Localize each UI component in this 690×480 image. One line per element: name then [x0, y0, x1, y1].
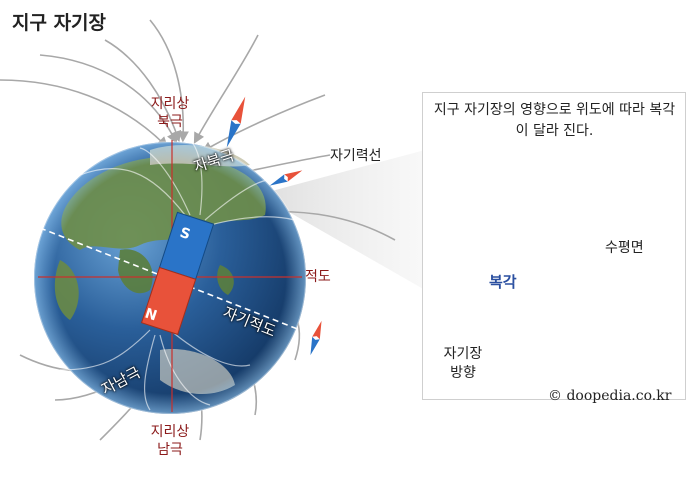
credit-text: © doopedia.co.kr	[548, 388, 672, 404]
geo-north-label: 지리상 북극	[140, 95, 200, 131]
bar-magnet	[140, 211, 215, 336]
field-direction-line2: 방향	[450, 365, 476, 381]
field-direction-line1: 자기장	[443, 346, 483, 362]
field-lines-label: 자기력선	[330, 148, 382, 164]
page-title: 지구 자기장	[12, 12, 107, 34]
inset-panel	[422, 92, 686, 400]
dip-angle-label: 복각	[489, 273, 517, 291]
geo-north-line1: 지리상	[150, 96, 190, 112]
geo-south-line2: 남극	[157, 442, 183, 458]
inner-field-lines	[59, 139, 296, 411]
geo-south-line1: 지리상	[150, 424, 190, 440]
horizontal-plane-label: 수평면	[605, 240, 644, 256]
compass-needle-lower-right	[310, 320, 322, 356]
compass-needle-top	[226, 96, 246, 148]
compass-needle-right	[269, 170, 303, 186]
magnetic-equator-line	[39, 227, 301, 331]
geo-north-line2: 북극	[157, 114, 183, 130]
geo-south-label: 지리상 남극	[140, 423, 200, 459]
equator-label: 적도	[305, 269, 331, 285]
inset-caption: 지구 자기장의 영향으로 위도에 따라 복각이 달라 진다.	[433, 102, 676, 139]
field-direction-label: 자기장 방향	[438, 345, 488, 383]
